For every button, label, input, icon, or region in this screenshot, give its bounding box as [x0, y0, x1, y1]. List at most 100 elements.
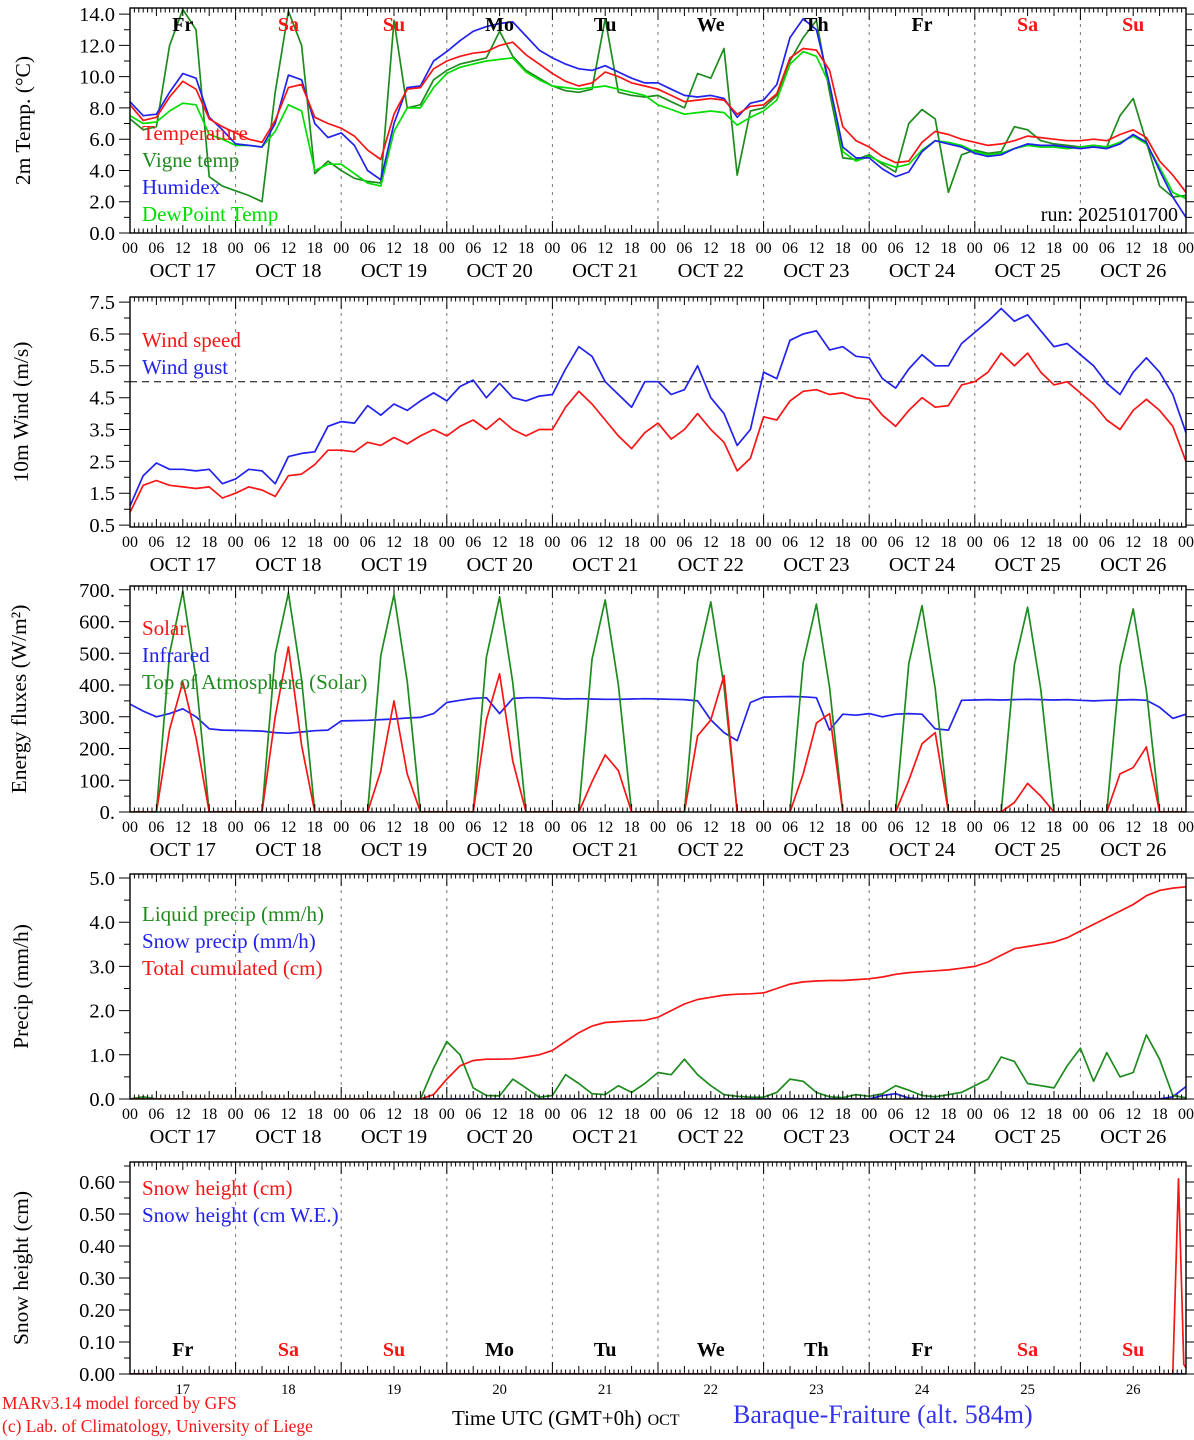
- date-label: OCT 26: [1100, 260, 1166, 282]
- y-tick-label: 700.: [79, 580, 115, 602]
- hour-label: 00: [122, 240, 138, 257]
- date-label: OCT 22: [678, 554, 744, 576]
- y-tick-label: 3.5: [89, 420, 115, 442]
- date-label: OCT 25: [994, 1126, 1060, 1148]
- hour-label: 00: [333, 534, 349, 551]
- day-number-label: 18: [281, 1382, 296, 1398]
- hour-label: 00: [333, 240, 349, 257]
- date-label: OCT 24: [889, 260, 955, 282]
- hour-label: 12: [1020, 1106, 1036, 1123]
- hour-label: 12: [1125, 819, 1141, 836]
- day-name-label: Sa: [1017, 14, 1038, 36]
- hour-label: 18: [940, 534, 956, 551]
- hour-label: 06: [676, 534, 692, 551]
- hour-label: 18: [624, 534, 640, 551]
- date-label: OCT 25: [994, 839, 1060, 861]
- y-axis-title: 2m Temp. (°C): [11, 56, 35, 185]
- hour-label: 06: [571, 240, 587, 257]
- date-label: OCT 20: [466, 260, 532, 282]
- date-label: OCT 24: [889, 554, 955, 576]
- hour-label: 12: [703, 819, 719, 836]
- hour-label: 06: [1099, 240, 1115, 257]
- date-label: OCT 18: [255, 260, 321, 282]
- hour-label: 00: [1178, 819, 1194, 836]
- y-tick-label: 5.0: [89, 868, 115, 890]
- hour-label: 12: [386, 534, 402, 551]
- y-axis-title: 10m Wind (m/s): [9, 342, 33, 483]
- hour-label: 18: [835, 819, 851, 836]
- series-solar: [130, 646, 1186, 812]
- hour-label: 06: [782, 1106, 798, 1123]
- hour-label: 18: [835, 534, 851, 551]
- y-tick-label: 2.0: [89, 1001, 115, 1023]
- hour-label: 06: [254, 534, 270, 551]
- hour-label: 00: [1072, 240, 1088, 257]
- date-label: OCT 22: [678, 839, 744, 861]
- y-tick-label: 0.00: [79, 1364, 115, 1386]
- day-number-label: 24: [915, 1382, 930, 1398]
- hour-label: 12: [386, 1106, 402, 1123]
- date-label: OCT 20: [466, 1126, 532, 1148]
- hour-label: 06: [360, 534, 376, 551]
- hour-label: 00: [228, 1106, 244, 1123]
- hour-label: 12: [1125, 534, 1141, 551]
- hour-label: 18: [729, 1106, 745, 1123]
- hour-label: 12: [914, 819, 930, 836]
- y-axis-title: Snow height (cm): [9, 1191, 33, 1345]
- hour-label: 00: [228, 240, 244, 257]
- date-label: OCT 24: [889, 1126, 955, 1148]
- hour-label: 00: [861, 1106, 877, 1123]
- hour-label: 00: [122, 534, 138, 551]
- date-label: OCT 19: [361, 839, 427, 861]
- hour-label: 00: [967, 819, 983, 836]
- y-axis-title: Precip (mm/h): [9, 924, 33, 1049]
- y-tick-label: 200.: [79, 739, 115, 761]
- y-ticks: [119, 877, 1194, 1100]
- date-label: OCT 19: [361, 260, 427, 282]
- hour-label: 00: [756, 1106, 772, 1123]
- hour-label: 18: [518, 240, 534, 257]
- series-total-cumulated: [130, 885, 1186, 1099]
- hour-label: 18: [412, 534, 428, 551]
- hour-label: 18: [624, 1106, 640, 1123]
- hour-label: 06: [993, 240, 1009, 257]
- hour-label: 00: [967, 240, 983, 257]
- y-ticks: [119, 1165, 1194, 1375]
- hour-label: 18: [412, 1106, 428, 1123]
- series-wind-speed: [130, 352, 1186, 514]
- hour-label: 18: [201, 534, 217, 551]
- day-name-label: Su: [383, 14, 405, 36]
- hour-label: 12: [703, 240, 719, 257]
- hour-label: 18: [835, 240, 851, 257]
- hour-label: 00: [544, 1106, 560, 1123]
- y-tick-label: 0.10: [79, 1332, 115, 1354]
- day-name-label: Tu: [594, 1339, 617, 1361]
- y-tick-label: 12.0: [79, 35, 115, 57]
- y-tick-label: 1.0: [89, 1045, 115, 1067]
- hour-label: 18: [940, 819, 956, 836]
- hour-label: 00: [650, 1106, 666, 1123]
- date-label: OCT 21: [572, 554, 638, 576]
- y-tick-label: 600.: [79, 612, 115, 634]
- hour-label: 12: [1020, 819, 1036, 836]
- legend-temperature: Temperature: [142, 121, 248, 145]
- day-name-label: Sa: [278, 14, 299, 36]
- hour-label: 00: [756, 240, 772, 257]
- y-tick-label: 0.0: [89, 1089, 115, 1111]
- hour-label: 12: [914, 534, 930, 551]
- hour-label: 00: [756, 819, 772, 836]
- y-ticks: [119, 589, 1194, 813]
- hour-label: 00: [544, 534, 560, 551]
- legend-liquid-precip-mm-h-: Liquid precip (mm/h): [142, 902, 324, 926]
- date-label: OCT 17: [150, 554, 216, 576]
- hour-label: 00: [650, 534, 666, 551]
- date-label: OCT 23: [783, 554, 849, 576]
- y-axis-title: Energy fluxes (W/m²): [7, 605, 31, 794]
- time-axis-title-text: Time UTC (GMT+0h): [452, 1406, 642, 1430]
- time-axis-title: Time UTC (GMT+0h) OCT: [452, 1406, 680, 1431]
- time-axis-month: OCT: [647, 1412, 680, 1429]
- legend-snow-height-cm-: Snow height (cm): [142, 1176, 292, 1200]
- legend-snow-height-cm-w-e-: Snow height (cm W.E.): [142, 1203, 339, 1227]
- hour-label: 06: [993, 819, 1009, 836]
